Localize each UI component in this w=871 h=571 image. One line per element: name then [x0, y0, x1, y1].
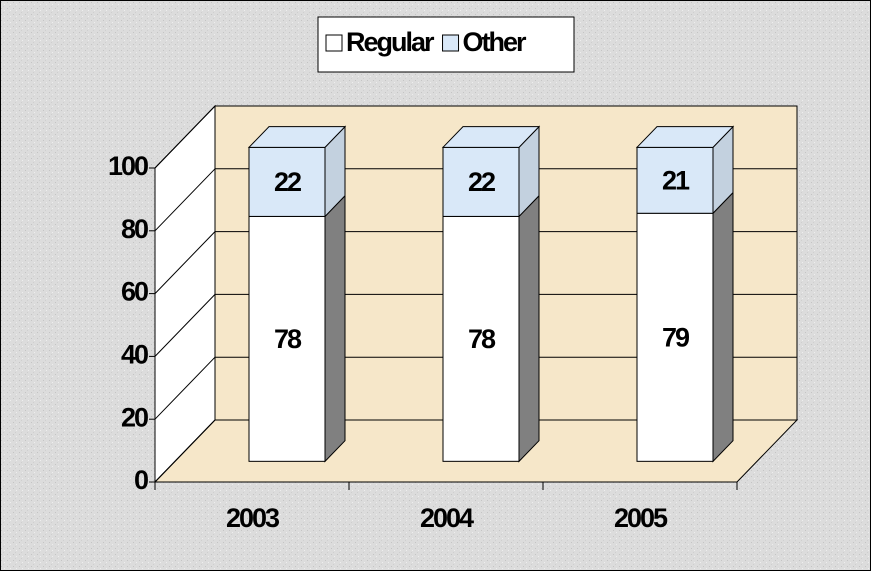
bar-front [636, 146, 714, 214]
bar-side [712, 191, 734, 463]
data-label: 22 [274, 167, 301, 197]
legend-swatch [325, 34, 343, 52]
x-tick-label: 2004 [420, 503, 474, 533]
bar-top [247, 126, 347, 148]
grid-line [154, 105, 216, 169]
legend-label: Regular [346, 27, 435, 57]
data-label: 79 [662, 322, 690, 352]
bar-side [324, 194, 346, 463]
y-tick-label: 20 [121, 402, 148, 432]
y-tick-label: 80 [121, 214, 148, 244]
bar-front [442, 215, 520, 462]
x-tick-label: 2005 [614, 503, 668, 533]
data-label: 22 [468, 167, 495, 197]
bar-front [442, 146, 520, 217]
y-tick-label: 60 [121, 277, 148, 307]
bar-side [518, 194, 540, 463]
data-label: 78 [468, 324, 496, 354]
data-label: 21 [662, 165, 690, 195]
bar-front [636, 212, 714, 462]
y-tick-label: 100 [108, 151, 148, 181]
bar-top [441, 126, 541, 148]
grid-line [154, 231, 216, 294]
legend-swatch [442, 34, 460, 52]
left-wall [154, 104, 216, 484]
bar-front [248, 215, 326, 462]
data-label: 78 [274, 324, 302, 354]
y-tick-label: 0 [134, 465, 148, 495]
plot-area: 0 20 40 60 80 100 2003 78 22 2004 78 22 2005 79 21 [108, 104, 799, 533]
bar-top [635, 126, 735, 148]
grid-line [154, 356, 216, 420]
bar-front [248, 146, 326, 217]
legend-label: Other [463, 27, 528, 57]
grid-line [154, 168, 216, 232]
grid-line [154, 419, 216, 483]
grid-line [154, 294, 216, 357]
legend: Regular Other [317, 16, 575, 73]
y-tick-label: 40 [121, 340, 148, 370]
x-tick-label: 2003 [226, 503, 280, 533]
